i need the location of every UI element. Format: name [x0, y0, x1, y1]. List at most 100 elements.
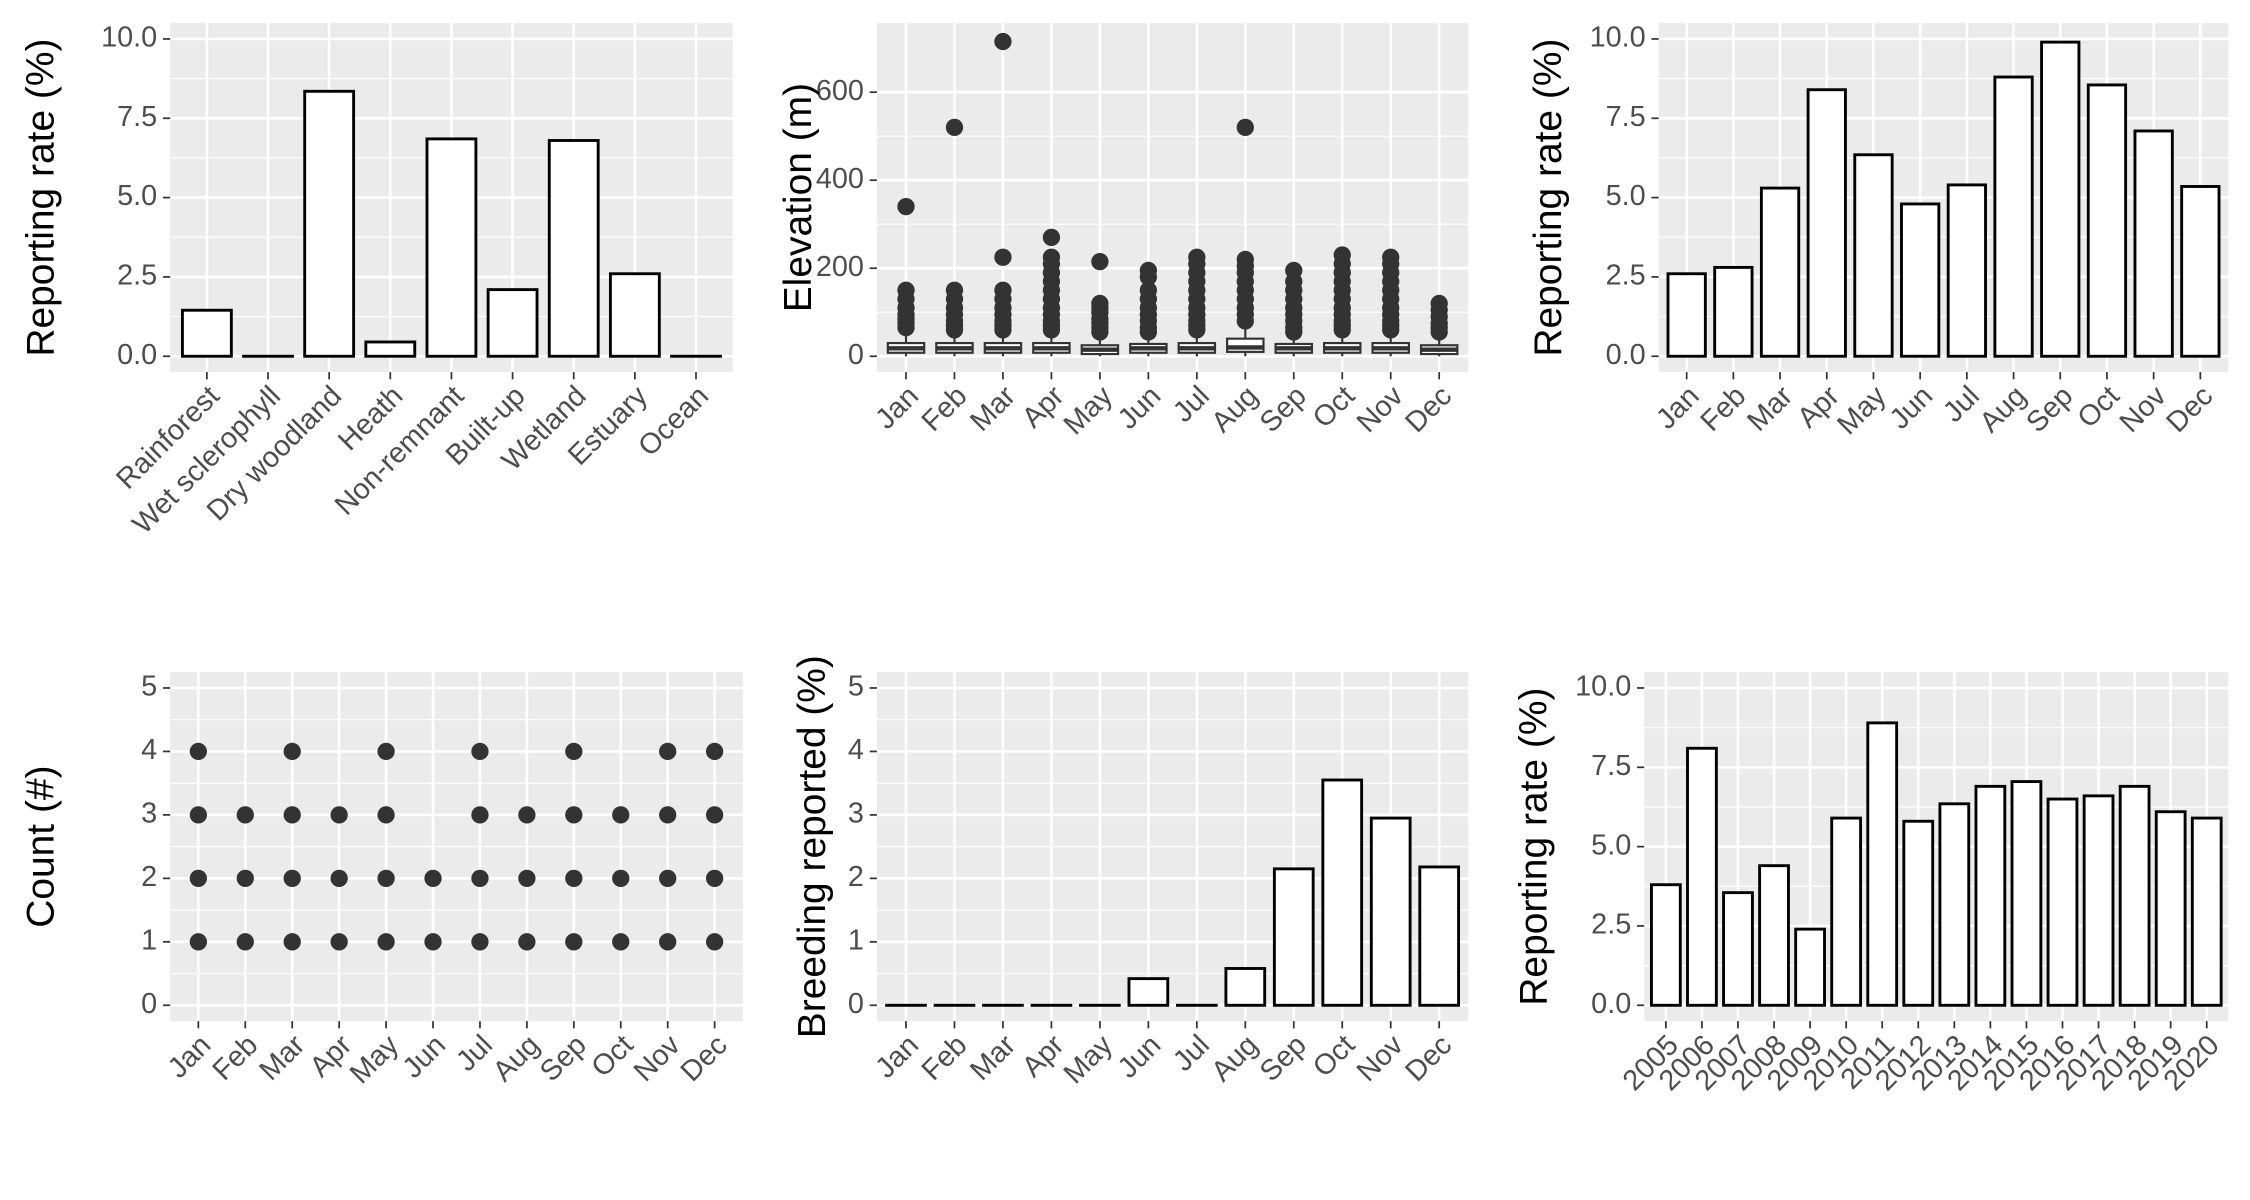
bar — [486, 288, 539, 358]
x-tick-label: Mar — [1741, 380, 1799, 438]
y-tick-label: 4 — [848, 734, 864, 766]
y-tick-label: 5.0 — [1606, 180, 1646, 212]
y-tick-label: 2.5 — [1606, 260, 1646, 292]
point — [236, 806, 254, 824]
x-tick-label: Oct — [2072, 380, 2126, 434]
bar — [1946, 183, 1987, 358]
x-tick-label: Sep — [2020, 380, 2079, 439]
outlier — [1042, 228, 1061, 247]
x-tick-label: Mar — [253, 1029, 311, 1087]
bar — [1686, 746, 1718, 1007]
point — [565, 742, 583, 761]
point — [283, 742, 301, 761]
x-tick-label: Aug — [1205, 380, 1264, 439]
point — [612, 869, 630, 888]
y-tick-label: 5.0 — [1591, 829, 1631, 861]
x-tick-label: Sep — [1254, 1029, 1313, 1088]
x-tick-label: Jan — [870, 1029, 925, 1084]
panel: 0.02.55.07.510.0200520062007200820092010… — [1512, 671, 2229, 1097]
x-tick-label: Dec — [1399, 1029, 1458, 1088]
bar — [2010, 780, 2043, 1007]
bar — [2154, 810, 2187, 1007]
outlier — [1236, 118, 1254, 137]
bar — [1866, 721, 1899, 1007]
x-tick-label: Jan — [1650, 380, 1705, 435]
bar — [1794, 927, 1826, 1007]
x-tick-label: Dec — [675, 1029, 734, 1088]
x-tick-label: May — [344, 1029, 406, 1091]
bar — [1272, 867, 1315, 1007]
bar — [1713, 265, 1754, 358]
y-tick-label: 4 — [141, 734, 157, 766]
y-axis-title: Breeding reported (%) — [791, 655, 834, 1038]
outlier — [1382, 248, 1400, 266]
outlier — [1091, 294, 1109, 313]
bar — [2118, 784, 2151, 1007]
bar — [1666, 272, 1707, 358]
bar — [2086, 83, 2128, 358]
x-tick-label: Mar — [964, 1029, 1022, 1087]
x-tick-label: Nov — [1351, 1029, 1410, 1088]
outlier — [994, 32, 1012, 51]
point — [189, 742, 208, 761]
bar — [1758, 864, 1790, 1007]
x-tick-label: Aug — [1205, 1029, 1264, 1088]
x-tick-label: Jun — [1884, 380, 1939, 435]
x-tick-label: Jan — [162, 1029, 217, 1084]
point — [377, 933, 395, 951]
panel: 0.02.55.07.510.0JanFebMarAprMayJunJulAug… — [1527, 22, 2229, 441]
x-tick-label: Oct — [1307, 1029, 1361, 1083]
bar — [1224, 967, 1267, 1007]
panel: 012345JanFebMarAprMayJunJulAugSepOctNovD… — [20, 671, 743, 1091]
y-axis-title: Reporting rate (%) — [1512, 688, 1555, 1006]
bar — [1759, 186, 1801, 358]
point — [659, 933, 677, 951]
x-tick-label: Aug — [1974, 380, 2033, 439]
y-tick-label: 200 — [816, 251, 864, 283]
box — [1226, 337, 1265, 353]
point — [377, 742, 395, 761]
point — [705, 869, 724, 888]
point — [565, 806, 583, 824]
y-axis-title: Reporting rate (%) — [1527, 39, 1570, 357]
point — [330, 869, 348, 888]
x-tick-label: Apr — [304, 1029, 359, 1084]
point — [705, 806, 724, 824]
point — [471, 933, 489, 951]
y-tick-label: 3 — [848, 798, 864, 830]
x-tick-label: Jan — [870, 380, 925, 435]
bar — [2190, 816, 2223, 1007]
y-axis-title: Elevation (m) — [777, 83, 820, 312]
point — [612, 933, 630, 951]
outlier — [1333, 246, 1351, 264]
point — [518, 869, 536, 888]
point — [236, 869, 254, 888]
y-tick-label: 7.5 — [1591, 750, 1631, 782]
y-tick-label: 5.0 — [117, 180, 157, 212]
point — [565, 933, 583, 951]
bar — [1806, 88, 1847, 358]
bar — [1722, 891, 1754, 1007]
bar — [2082, 794, 2115, 1007]
y-tick-label: 600 — [816, 75, 864, 107]
point — [565, 869, 583, 888]
bar — [608, 272, 661, 358]
point — [471, 806, 489, 824]
y-tick-label: 400 — [816, 163, 864, 195]
x-tick-label: Jun — [397, 1029, 452, 1084]
x-tick-label: Aug — [487, 1029, 546, 1088]
point — [612, 806, 630, 824]
point — [330, 806, 348, 824]
bar — [1369, 816, 1412, 1007]
point — [377, 806, 395, 824]
y-axis-title: Count (#) — [20, 765, 63, 927]
outlier — [1285, 261, 1303, 280]
y-tick-label: 0.0 — [117, 339, 157, 371]
bar — [425, 137, 478, 358]
y-tick-label: 1 — [848, 924, 864, 956]
x-tick-label: May — [1058, 380, 1120, 442]
bar — [1650, 883, 1682, 1007]
